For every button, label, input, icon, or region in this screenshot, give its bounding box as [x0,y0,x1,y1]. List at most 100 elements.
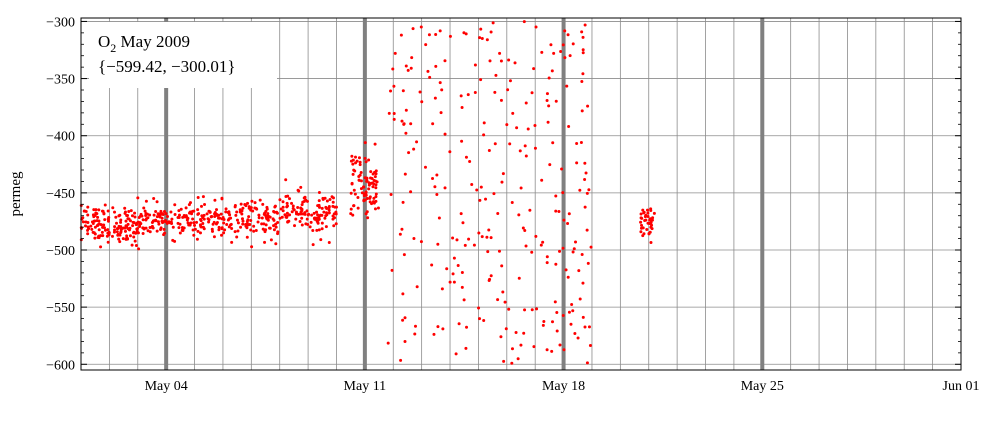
data-point [268,226,272,230]
data-point [246,218,250,222]
data-point [644,213,648,217]
data-point [460,285,464,289]
legend-box: O2 May 2009 {−599.42, −300.01} [89,22,277,88]
data-point [581,72,585,76]
data-point [155,215,159,219]
data-point [415,285,419,289]
data-point [272,218,276,222]
data-point [639,220,643,224]
data-point [419,25,423,29]
data-point [558,343,562,347]
data-point [297,189,301,193]
data-point [359,170,363,174]
data-point [317,228,321,232]
data-point [356,196,360,200]
data-point [138,214,142,218]
data-point [163,209,167,213]
data-point [81,216,85,220]
data-point [318,213,322,217]
data-point [299,185,303,189]
data-point [433,96,437,100]
data-point [164,218,168,222]
data-point [508,142,512,146]
data-point [168,221,172,225]
data-point [649,220,653,224]
x-tick-label: May 11 [344,379,387,394]
data-point [575,161,579,165]
data-point [324,214,328,218]
data-point [461,221,465,225]
data-point [510,200,514,204]
data-point [196,229,200,233]
data-point [136,231,140,235]
data-point [230,240,234,244]
data-point [468,159,472,163]
data-point [550,349,554,353]
data-point [365,176,369,180]
data-point [115,227,119,231]
data-point [196,208,200,212]
data-point [325,199,329,203]
data-point [276,220,280,224]
data-point [499,335,503,339]
data-point [571,42,575,46]
data-point [517,213,521,217]
data-point [403,316,407,320]
data-point [196,195,200,199]
data-point [639,216,643,220]
data-point [561,43,565,47]
data-point [649,225,653,229]
data-point [532,345,536,349]
data-point [244,204,248,208]
data-point [332,224,336,228]
data-point [302,196,306,200]
data-point [457,322,461,326]
data-point [645,228,649,232]
data-point [406,68,410,72]
data-point [363,156,367,160]
data-point [478,198,482,202]
data-point [562,348,566,352]
data-point [192,233,196,237]
data-point [550,69,554,73]
data-point [260,222,264,226]
data-point [290,210,294,214]
y-tick-label: −600 [46,358,75,373]
data-point [161,212,165,216]
data-point [575,142,579,146]
data-point [245,235,249,239]
data-point [157,222,161,226]
data-point [96,235,100,239]
data-point [541,323,545,327]
data-point [373,207,377,211]
data-point [524,244,528,248]
data-point [311,229,315,233]
data-point [191,228,195,232]
data-point [435,173,439,177]
data-point [366,216,370,220]
data-point [409,66,413,70]
data-point [269,238,273,242]
data-point [93,236,97,240]
data-point [245,223,249,227]
data-point [202,227,206,231]
data-point [373,175,377,179]
data-point [434,64,438,68]
data-point [320,227,324,231]
data-point [545,348,549,352]
data-point [477,306,481,310]
data-point [205,212,209,216]
data-point [305,217,309,221]
y-tick-label: −450 [46,187,75,202]
data-point [252,229,256,233]
data-point [327,208,331,212]
data-point [586,261,590,265]
data-point [451,272,455,276]
data-point [294,210,298,214]
data-point [479,78,483,82]
data-point [464,346,468,350]
data-point [545,99,549,103]
data-point [239,225,243,229]
data-point [212,220,216,224]
data-point [460,105,464,109]
